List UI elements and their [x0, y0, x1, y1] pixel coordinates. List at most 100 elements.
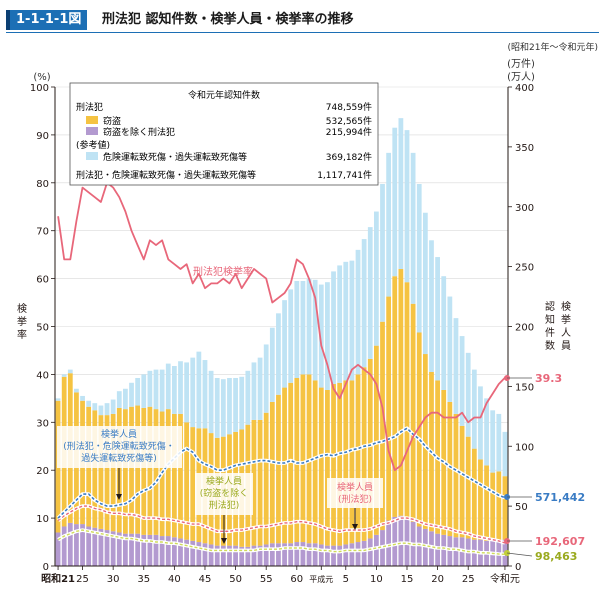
bar-non-theft: [61, 526, 67, 566]
legend-value-non-theft: 215,994件: [326, 126, 372, 138]
right-axis-title-people: 検挙人員: [561, 300, 571, 352]
bar-non-theft: [422, 528, 428, 566]
legend-swatch-traffic: [86, 152, 98, 160]
bar-traffic: [410, 152, 416, 304]
bar-non-theft: [196, 542, 202, 566]
bar-non-theft: [318, 544, 324, 566]
legend-box: [69, 82, 379, 186]
bar-theft: [269, 401, 275, 544]
bar-non-theft: [129, 533, 134, 566]
bar-traffic: [239, 376, 245, 430]
bar-traffic: [459, 336, 465, 426]
callout-ex-theft-line3: 刑法犯): [209, 499, 240, 511]
bar-traffic: [67, 369, 73, 374]
bar-non-theft: [171, 537, 177, 566]
x-tick-label: 50: [229, 574, 242, 585]
legend-label-reference: (参考値): [76, 139, 110, 151]
right-tick-label: 100: [515, 442, 534, 453]
bar-traffic: [190, 357, 196, 428]
left-tick-labels: 0 10 20 30 40 50 60 70 80 90 100: [30, 83, 55, 573]
bar-non-theft: [165, 536, 171, 566]
bar-traffic: [367, 227, 373, 359]
bar-non-theft: [227, 545, 232, 566]
x-tick-label: 25: [462, 574, 475, 585]
bar-theft: [92, 410, 98, 528]
right-tick-label: 400: [515, 83, 534, 94]
figure-header: 1-1-1-1図 刑法犯 認知件数・検挙人員・検挙率の推移: [6, 8, 599, 33]
bar-traffic: [129, 382, 134, 407]
bar-theft: [104, 415, 110, 531]
bar-theft: [282, 387, 287, 544]
bar-traffic: [282, 300, 287, 388]
bar-traffic: [288, 289, 294, 383]
right-tick-label: 150: [515, 382, 534, 393]
bar-non-theft: [263, 544, 269, 566]
bar-traffic: [471, 369, 477, 449]
bar-non-theft: [447, 536, 453, 566]
right-axis-title-char: 数: [545, 339, 555, 352]
left-tick-label: 10: [36, 514, 49, 525]
bar-non-theft: [55, 532, 61, 566]
bar-non-theft: [429, 531, 434, 566]
bar-theft: [251, 419, 257, 546]
bar-traffic: [208, 370, 214, 434]
bar-theft: [178, 413, 183, 539]
bar-non-theft: [441, 534, 447, 566]
bar-theft: [276, 394, 281, 544]
bar-traffic: [263, 344, 269, 413]
bar-non-theft: [159, 536, 165, 566]
bar-traffic: [361, 239, 367, 368]
bar-traffic: [331, 271, 336, 384]
bar-traffic: [61, 374, 67, 377]
bar-theft: [325, 389, 330, 546]
bar-theft: [129, 406, 134, 534]
right-axis-title-cases: 認知件数: [545, 300, 555, 352]
bar-non-theft: [98, 528, 104, 566]
bar-non-theft: [190, 540, 196, 566]
bar-traffic: [153, 369, 159, 410]
bar-theft: [355, 374, 361, 543]
callout-arrested-all-box: [57, 426, 182, 468]
bar-non-theft: [202, 543, 208, 566]
bar-traffic: [337, 265, 343, 383]
bar-non-theft: [110, 531, 116, 566]
bar-traffic: [404, 130, 410, 283]
callout-ex-theft-line1: 検挙人員: [206, 475, 242, 487]
header-rule: [6, 32, 599, 33]
bar-theft: [331, 383, 336, 546]
arrested-penal-line: [57, 505, 506, 544]
bar-non-theft: [373, 534, 379, 566]
legend-value-penal: 748,559件: [326, 101, 372, 113]
bar-non-theft: [67, 522, 73, 566]
bar-theft: [171, 413, 177, 538]
bar-theft: [257, 419, 263, 546]
bar-theft: [337, 382, 343, 546]
bar-non-theft: [435, 533, 440, 566]
bar-theft: [410, 303, 416, 522]
bar-traffic: [80, 395, 85, 401]
bar-non-theft: [343, 544, 349, 566]
x-tick-label: 15: [401, 574, 414, 585]
callout-arrested-all-line2: (刑法犯・危険運転致死傷・: [63, 440, 175, 452]
bar-theft: [153, 409, 159, 535]
bar-non-theft: [245, 546, 251, 566]
bar-non-theft: [398, 515, 404, 566]
right-axis-title-char: 員: [561, 340, 571, 352]
bar-traffic: [220, 379, 226, 437]
x-tick-label: 5: [343, 574, 349, 585]
bar-theft: [349, 380, 355, 544]
x-tick-label: 25: [76, 574, 89, 585]
bar-non-theft: [361, 540, 367, 566]
bar-traffic: [110, 399, 116, 414]
bar-theft: [484, 465, 489, 541]
bar-theft: [367, 358, 373, 539]
bar-traffic: [123, 388, 128, 410]
bar-traffic: [312, 279, 318, 381]
bar-traffic: [447, 296, 453, 402]
right-axis-title-char: 検: [561, 300, 571, 313]
bar-non-theft: [269, 543, 275, 566]
left-tick-label: 50: [36, 323, 49, 334]
right-tick-label: 0: [515, 562, 521, 573]
bar-traffic: [355, 249, 361, 375]
left-tick-label: 100: [30, 83, 49, 94]
